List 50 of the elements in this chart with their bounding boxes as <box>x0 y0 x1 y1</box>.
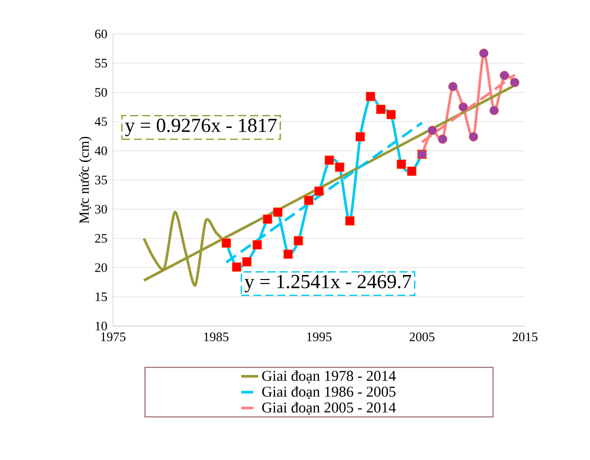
x-tick-label: 2005 <box>410 332 434 342</box>
y-tick-label: 60 <box>95 30 107 38</box>
x-tick-label: 2015 <box>512 332 538 342</box>
point <box>283 249 293 259</box>
y-tick-label: 50 <box>95 88 107 97</box>
point <box>458 102 468 112</box>
point <box>510 78 520 88</box>
point <box>479 48 488 58</box>
point <box>407 166 416 176</box>
x-tick-label: 1985 <box>204 332 228 342</box>
y-tick-label: 20 <box>95 263 107 272</box>
y-tick-label: 10 <box>96 322 107 330</box>
point <box>222 238 231 248</box>
point <box>345 216 355 226</box>
y-tick-label: 45 <box>94 117 107 126</box>
x-tick-label: 1975 <box>101 332 126 342</box>
point <box>262 214 272 224</box>
y-tick-label: 30 <box>95 204 107 214</box>
point <box>294 236 304 246</box>
legend-label: Giai đoạn 1978 - 2014 <box>262 370 396 384</box>
point <box>500 70 510 80</box>
point <box>314 186 324 196</box>
point <box>273 207 282 217</box>
point <box>324 155 334 165</box>
point <box>489 106 499 116</box>
point <box>468 132 478 142</box>
point <box>386 110 396 120</box>
point <box>304 196 314 206</box>
point <box>242 257 252 266</box>
y-tick-label: 35 <box>95 176 107 184</box>
y-tick-label: 40 <box>94 146 107 156</box>
legend-label: Giai đoạn 2005 - 2014 <box>262 402 396 415</box>
y-axis-title: Mực nước (cm) <box>79 136 92 224</box>
y-tick-label: 25 <box>95 234 107 243</box>
point <box>428 126 437 136</box>
point <box>396 160 406 169</box>
y-tick-label: 15 <box>96 292 107 302</box>
annotation: y = 1.2541x - 2469.7 <box>244 274 412 292</box>
point <box>334 162 344 172</box>
legend-label: Giai đoạn 1986 - 2005 <box>262 386 396 400</box>
annotation: y = 0.9276x - 1817 <box>125 118 277 136</box>
point <box>356 132 365 142</box>
y-tick-label: 55 <box>95 58 107 68</box>
point <box>438 134 448 144</box>
point <box>366 92 376 102</box>
x-tick-label: 1995 <box>307 332 332 342</box>
point <box>376 104 386 114</box>
point <box>448 82 458 92</box>
point <box>232 262 242 272</box>
point <box>252 240 262 250</box>
